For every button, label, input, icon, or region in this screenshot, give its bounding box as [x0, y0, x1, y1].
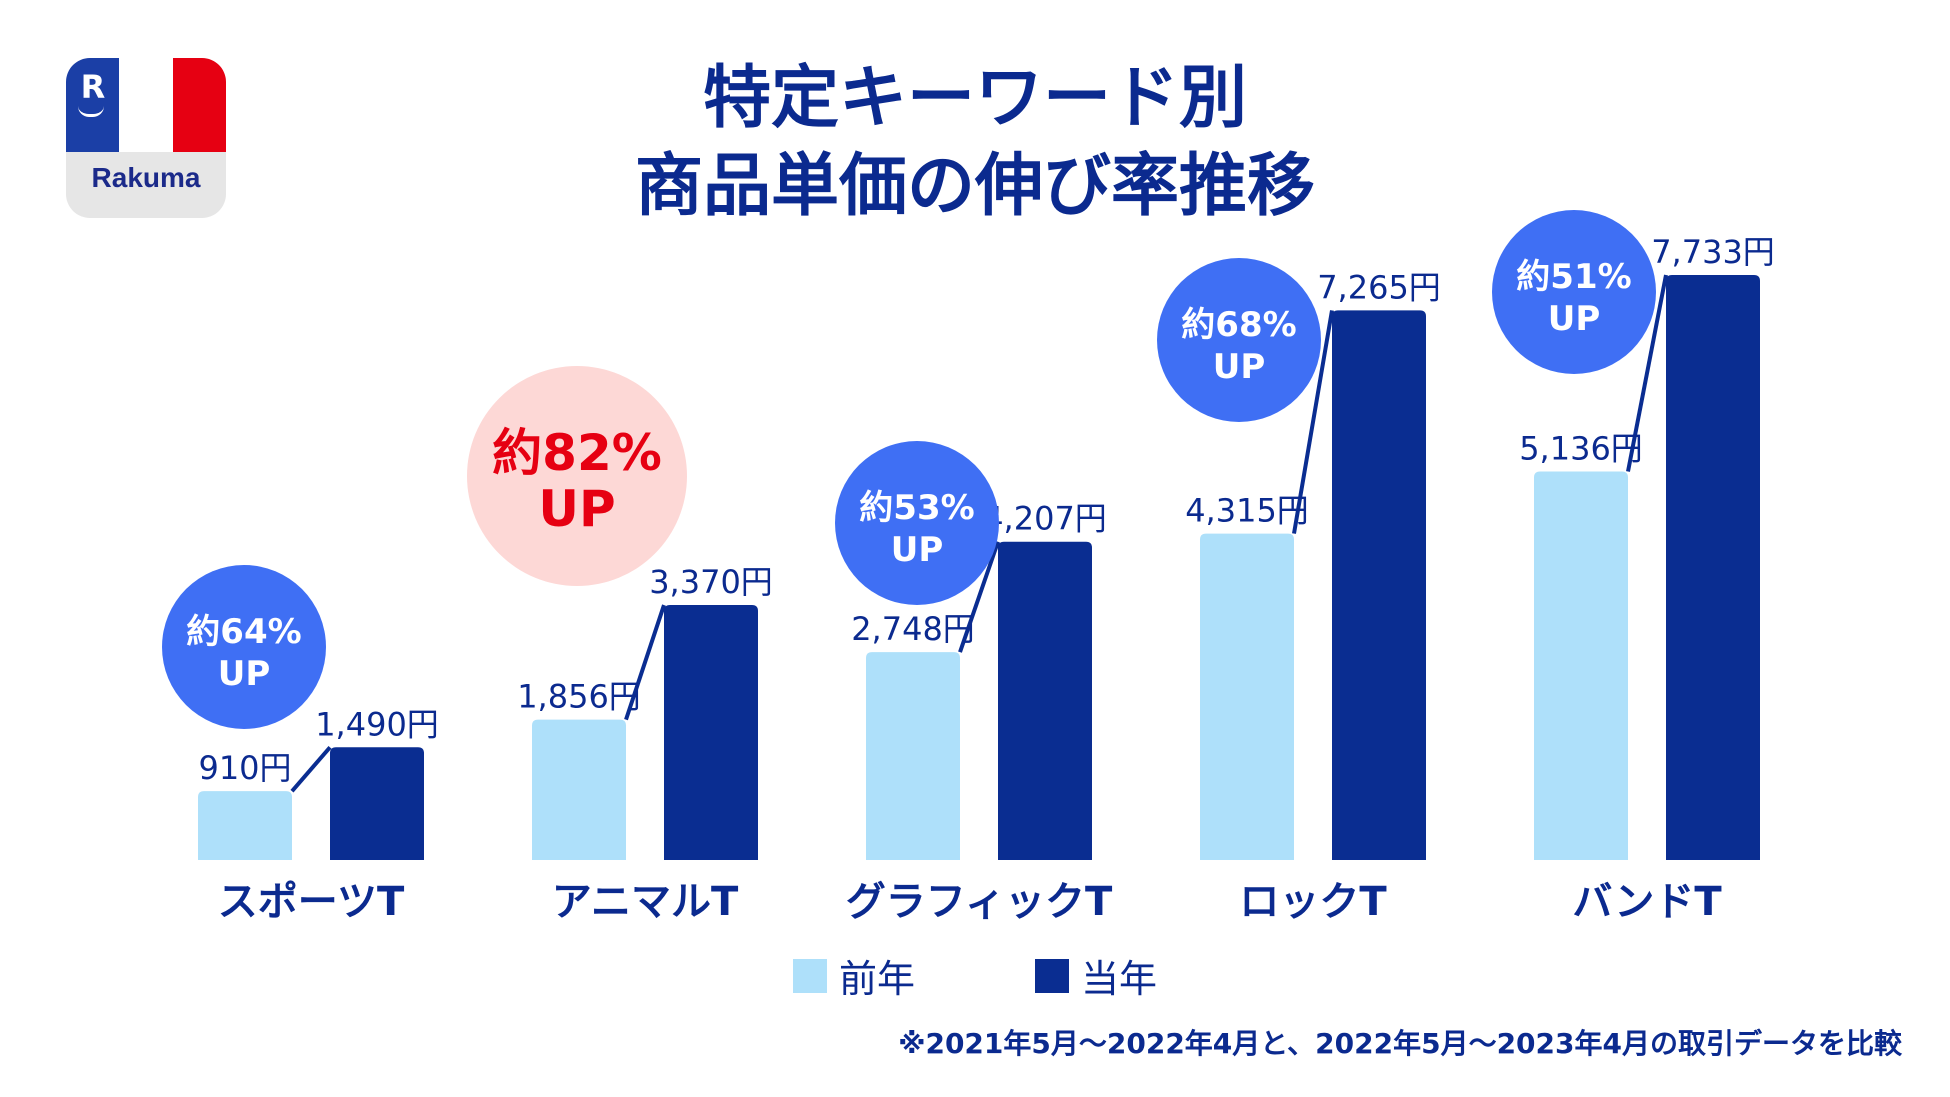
growth-bubble-1	[467, 366, 687, 586]
category-label-4: バンドT	[1572, 879, 1722, 925]
category-label-2: グラフィックT	[846, 879, 1113, 925]
growth-rate-4: 約51%	[1516, 257, 1631, 297]
bar-prev-3	[1200, 533, 1294, 860]
growth-up-label-3: UP	[1213, 347, 1266, 387]
growth-bubble-0	[162, 565, 326, 729]
growth-connector-2	[958, 541, 1000, 653]
growth-connector-1	[624, 604, 666, 721]
growth-connector-0	[290, 745, 332, 793]
bar-curr-1	[664, 605, 758, 860]
chart-title: 特定キーワード別 商品単価の伸び率推移	[0, 55, 1950, 231]
flag-red-stripe	[173, 58, 226, 152]
legend: 前年 当年	[0, 948, 1950, 1003]
flag-white-stripe	[119, 58, 173, 152]
bar-curr-3	[1332, 310, 1426, 860]
value-label-prev-4: 5,136円	[1519, 429, 1643, 467]
rakuma-logo: R Rakuma	[66, 58, 226, 218]
growth-bubble-4	[1492, 210, 1656, 374]
title-line-2: 商品単価の伸び率推移	[634, 147, 1315, 226]
footnote: ※2021年5月〜2022年4月と、2022年5月〜2023年4月の取引データを…	[898, 1027, 1902, 1060]
value-label-prev-0: 910円	[198, 749, 291, 787]
bar-prev-1	[532, 719, 626, 860]
growth-connector-4	[1626, 274, 1668, 472]
growth-up-label-0: UP	[218, 654, 271, 694]
growth-connector-3	[1292, 310, 1334, 534]
value-label-curr-3: 7,265円	[1317, 268, 1441, 306]
value-label-prev-2: 2,748円	[851, 610, 975, 648]
bar-prev-0	[198, 791, 292, 860]
flag-blue-stripe	[66, 58, 119, 152]
growth-bubble-3	[1157, 258, 1321, 422]
rakuten-r-icon: R	[80, 68, 106, 106]
value-label-curr-4: 7,733円	[1651, 233, 1775, 271]
bar-curr-2	[998, 541, 1092, 860]
legend-item-curr: 当年	[1035, 948, 1157, 1003]
value-label-prev-3: 4,315円	[1185, 492, 1309, 530]
logo-text: Rakuma	[91, 162, 201, 193]
growth-up-label-2: UP	[891, 530, 944, 570]
category-label-3: ロックT	[1239, 879, 1387, 925]
growth-rate-3: 約68%	[1181, 305, 1296, 345]
value-label-curr-0: 1,490円	[315, 705, 439, 743]
growth-bubble-2	[835, 441, 999, 605]
bar-curr-4	[1666, 275, 1760, 860]
category-label-0: スポーツT	[218, 879, 405, 925]
growth-up-label-1: UP	[538, 480, 615, 538]
rakuten-swoosh-icon	[78, 106, 104, 117]
legend-label-prev: 前年	[838, 957, 915, 1001]
growth-rate-0: 約64%	[186, 612, 301, 652]
legend-label-curr: 当年	[1081, 957, 1158, 1001]
title-line-1: 特定キーワード別	[702, 59, 1247, 138]
value-label-curr-1: 3,370円	[649, 563, 773, 601]
bar-prev-4	[1534, 471, 1628, 860]
bar-curr-0	[330, 747, 424, 860]
growth-up-label-4: UP	[1548, 299, 1601, 339]
value-label-curr-2: 4,207円	[983, 500, 1107, 538]
legend-swatch-curr	[1035, 958, 1069, 993]
growth-rate-1: 約82%	[492, 424, 662, 482]
category-label-1: アニマルT	[552, 879, 739, 925]
growth-rate-2: 約53%	[859, 488, 974, 528]
bar-prev-2	[866, 652, 960, 860]
value-label-prev-1: 1,856円	[517, 678, 641, 716]
legend-swatch-prev	[792, 958, 827, 993]
legend-item-prev: 前年	[792, 948, 915, 1003]
